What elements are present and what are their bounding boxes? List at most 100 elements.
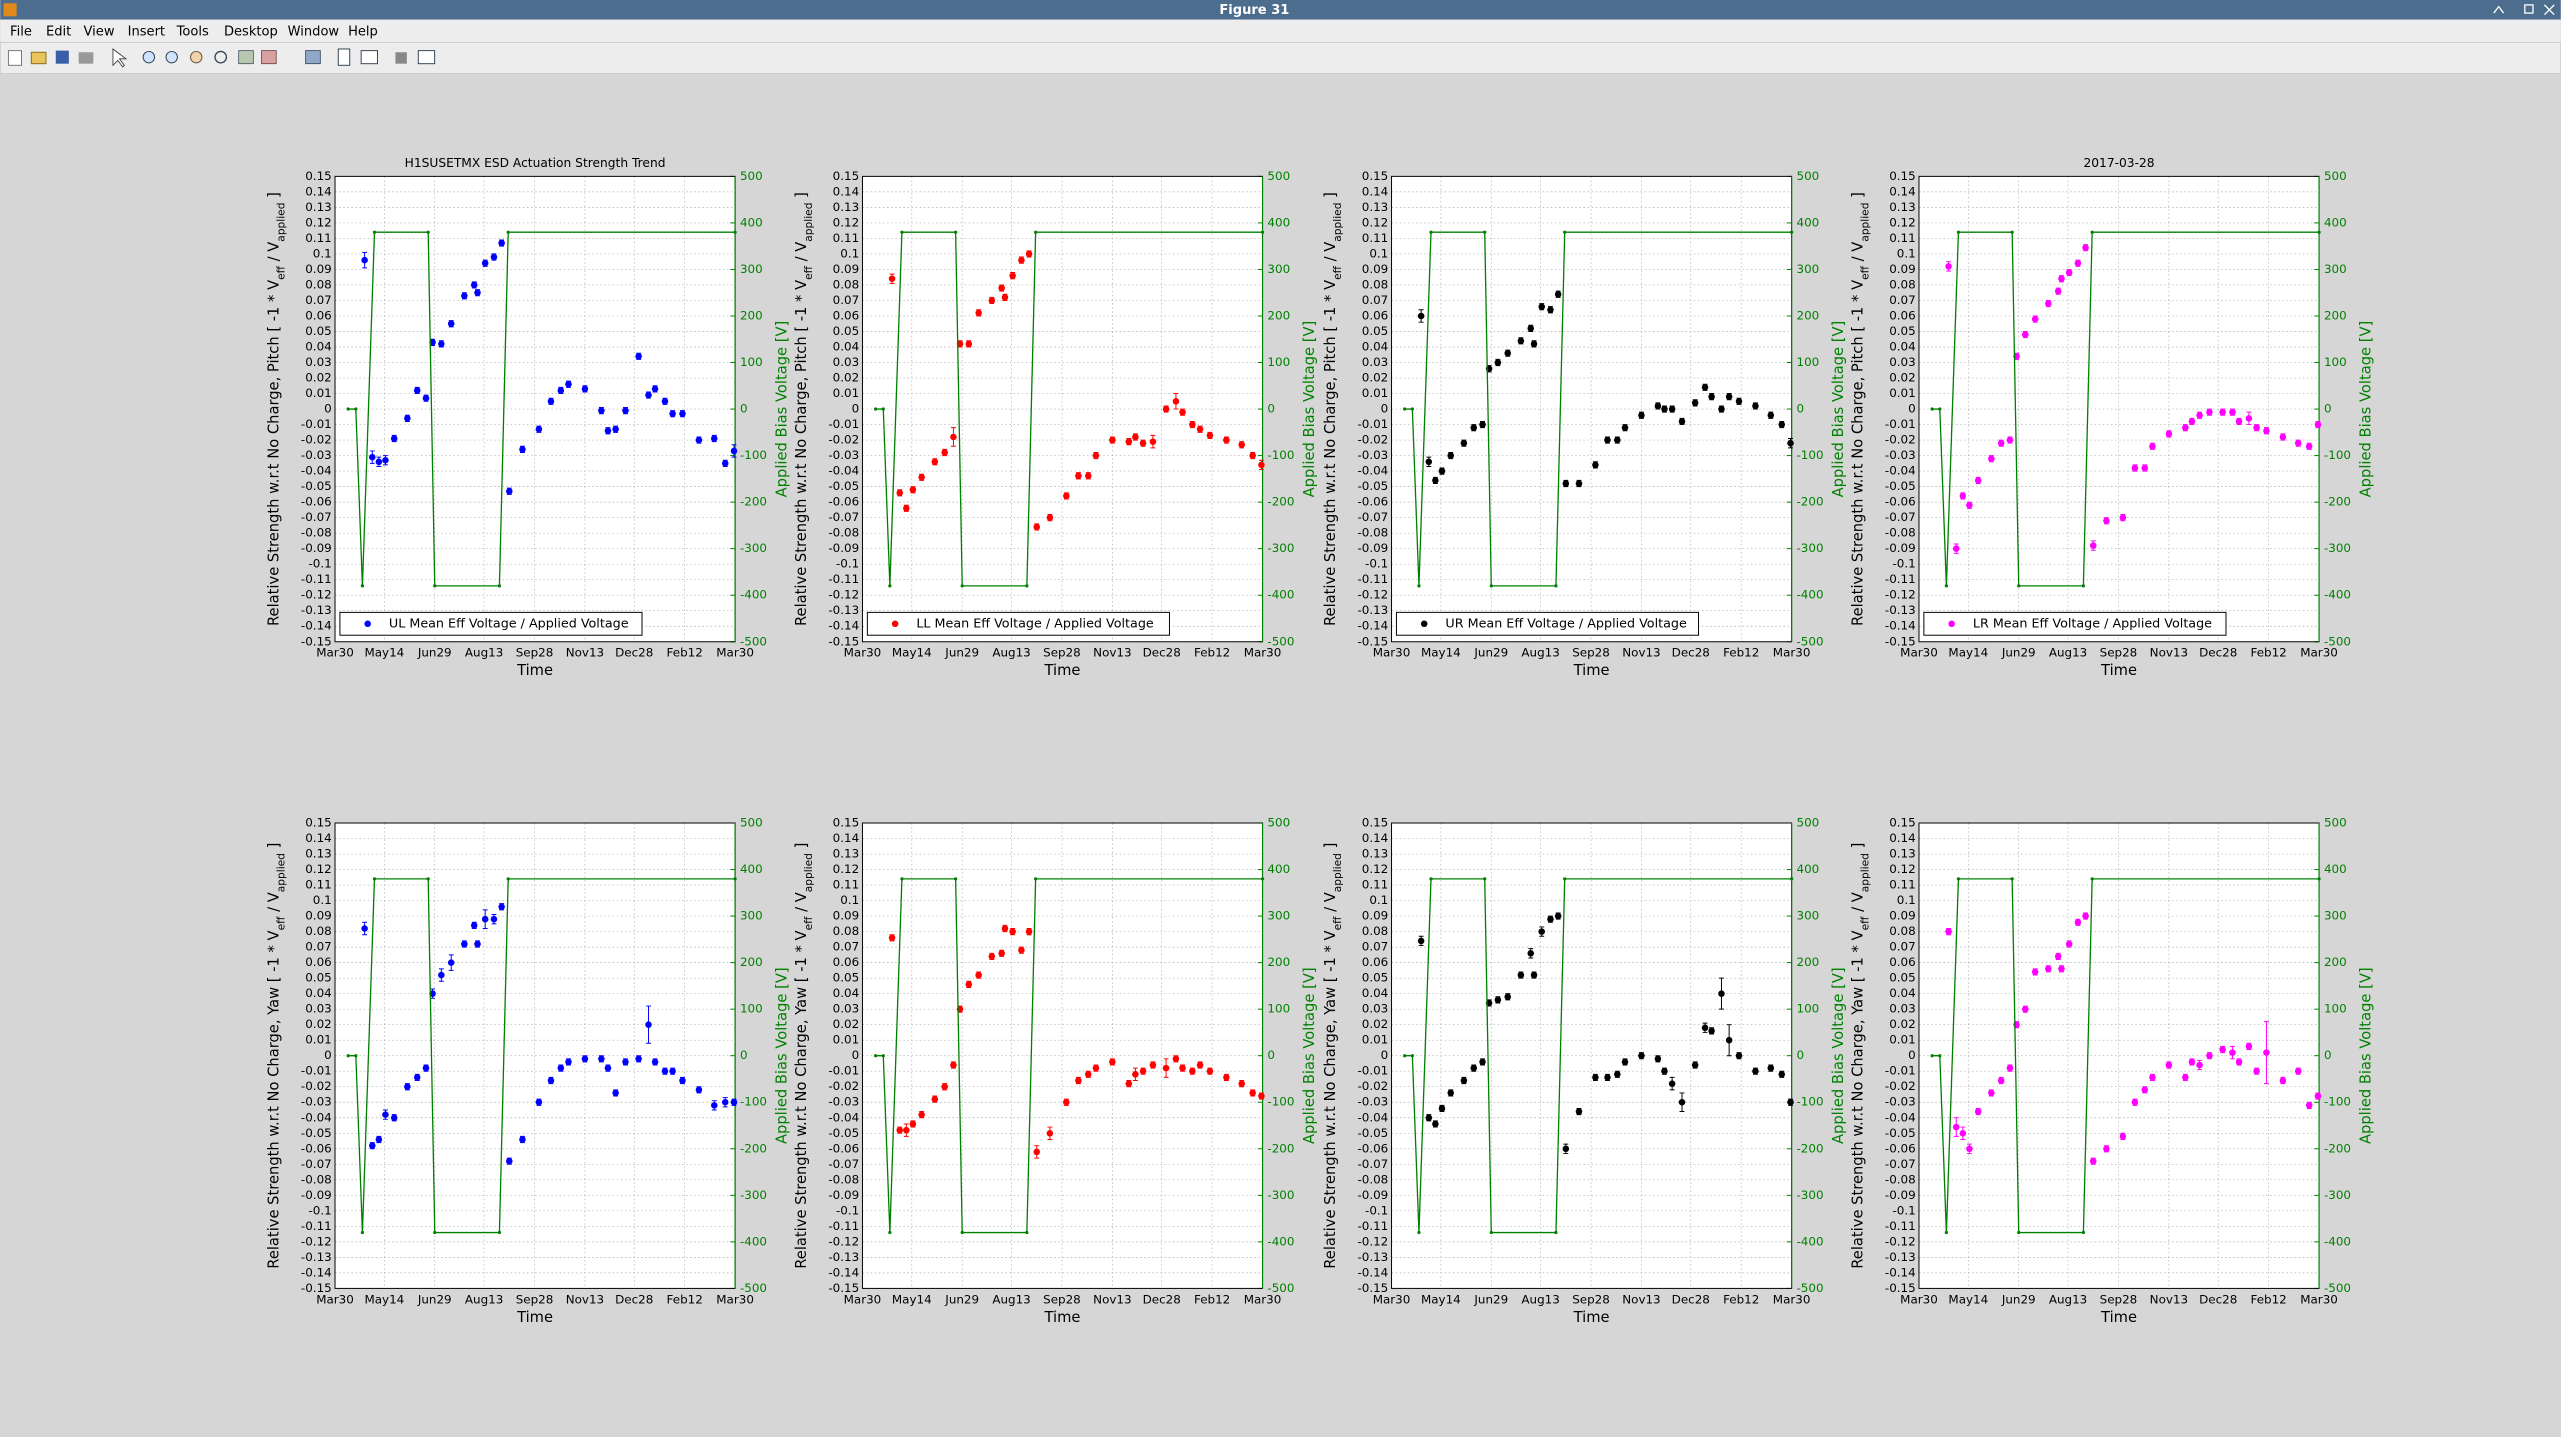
bias-voltage-marker [1956, 877, 1961, 881]
data-point [1046, 1130, 1054, 1137]
data-point [1638, 411, 1645, 419]
data-point [661, 1067, 669, 1075]
menu-item[interactable]: Desktop [224, 24, 278, 39]
data-point [2074, 259, 2082, 267]
data-point [474, 940, 481, 948]
bias-voltage-marker [1025, 584, 1029, 588]
data-point [965, 981, 973, 988]
bias-voltage-marker [1563, 230, 1567, 234]
y-tick-label: 0.02 [833, 371, 860, 385]
hide-tools-button[interactable] [395, 52, 407, 64]
y-tick-label: 0.07 [305, 293, 332, 307]
data-point [1554, 912, 1562, 920]
y-tick-label: -0.11 [1885, 572, 1916, 586]
bias-voltage-marker [2010, 230, 2014, 234]
bias-voltage-marker [1429, 230, 1433, 234]
y-tick-label: 0.1 [1897, 246, 1916, 260]
data-point [1604, 1074, 1611, 1081]
x-tick-label: Dec28 [2199, 1292, 2237, 1306]
y-tick-label: -0.12 [301, 588, 332, 602]
y-axis-label-part: / V [1850, 892, 1867, 916]
new-button[interactable] [7, 50, 22, 66]
window-title: Figure 31 [1219, 3, 1289, 18]
select-button[interactable] [112, 48, 128, 68]
y2-axis-label: Applied Bias Voltage [V] [773, 321, 790, 498]
save-button[interactable] [55, 50, 69, 64]
zoom-in-button[interactable] [142, 50, 156, 64]
legend-box [866, 611, 1170, 636]
bias-voltage-marker [2017, 584, 2021, 588]
brush-button[interactable] [261, 50, 277, 65]
y-tick-label: -0.11 [301, 572, 332, 586]
y-axis-label-part: ] [1850, 843, 1867, 853]
datacursor-button[interactable] [238, 50, 254, 65]
y-axis-label-part: eff [1858, 265, 1871, 280]
data-point [888, 275, 896, 283]
y-axis-label-part: applied [1331, 203, 1344, 242]
close-button[interactable] [2543, 4, 2555, 16]
bias-voltage-marker [1410, 1054, 1414, 1058]
y2-tick-label: 300 [2324, 909, 2347, 923]
rotate-button[interactable] [214, 50, 228, 64]
data-point [565, 1058, 572, 1066]
x-tick-label: Mar30 [316, 1292, 354, 1306]
y-tick-label: 0 [852, 402, 860, 416]
data-point [2089, 1157, 2097, 1165]
y-tick-label: -0.01 [1885, 417, 1916, 431]
x-tick-label: Mar30 [716, 646, 754, 660]
y2-tick-label: -400 [740, 588, 767, 602]
legend-label: LL Mean Eff Voltage / Applied Voltage [916, 616, 1154, 631]
menu-item[interactable]: Insert [128, 24, 165, 39]
menu-item[interactable]: View [84, 24, 115, 39]
y2-tick-label: 0 [740, 402, 748, 416]
legend-button[interactable] [360, 50, 378, 65]
y2-tick-label: -400 [1797, 588, 1824, 602]
x-tick-label: Aug13 [2049, 1292, 2087, 1306]
y-tick-label: -0.01 [1885, 1064, 1916, 1078]
data-point [498, 239, 505, 247]
y-axis-label-part: ] [793, 192, 810, 202]
data-point [1945, 263, 1952, 270]
data-point [2058, 965, 2065, 973]
link-button[interactable] [305, 50, 321, 65]
y-tick-label: -0.09 [1357, 1188, 1388, 1202]
menu-item[interactable]: Edit [46, 24, 71, 39]
y-tick-label: -0.01 [1357, 417, 1388, 431]
minimize-button[interactable] [2493, 5, 2505, 14]
y-tick-label: 0.08 [305, 277, 332, 291]
data-point [1179, 1064, 1186, 1072]
x-tick-label: Aug13 [992, 646, 1030, 660]
data-point [1139, 1067, 1147, 1075]
data-point [1725, 393, 1733, 400]
menu-item[interactable]: Help [348, 24, 378, 39]
y2-tick-label: -100 [1267, 448, 1294, 462]
y-tick-label: -0.03 [301, 1095, 332, 1109]
colorbar-button[interactable] [337, 48, 351, 66]
bias-voltage-marker [1554, 584, 1558, 588]
data-point [1470, 424, 1478, 431]
dock-button[interactable] [417, 50, 436, 65]
data-point [404, 1083, 411, 1090]
print-button[interactable] [78, 52, 94, 64]
y-tick-label: -0.13 [828, 603, 859, 617]
y-tick-label: -0.01 [1357, 1064, 1388, 1078]
menu-item[interactable]: File [10, 24, 32, 39]
data-point [1109, 1058, 1116, 1066]
maximize-button[interactable] [2524, 4, 2534, 14]
data-point [2131, 464, 2139, 472]
x-tick-label: Nov13 [566, 646, 604, 660]
y2-tick-label: 0 [2324, 1048, 2332, 1062]
zoom-out-button[interactable] [165, 50, 178, 64]
y2-tick-label: 500 [2324, 169, 2347, 183]
data-point [598, 1055, 605, 1063]
x-tick-label: Jun29 [1473, 646, 1508, 660]
bias-voltage-marker [426, 877, 430, 881]
bias-voltage-marker [1025, 1230, 1029, 1235]
data-point [1001, 294, 1009, 301]
open-button[interactable] [30, 51, 47, 65]
menu-item[interactable]: Window [288, 24, 340, 39]
menu-item[interactable]: Tools [176, 24, 209, 39]
x-tick-label: Sep28 [2100, 646, 2138, 660]
pan-button[interactable] [190, 50, 203, 64]
